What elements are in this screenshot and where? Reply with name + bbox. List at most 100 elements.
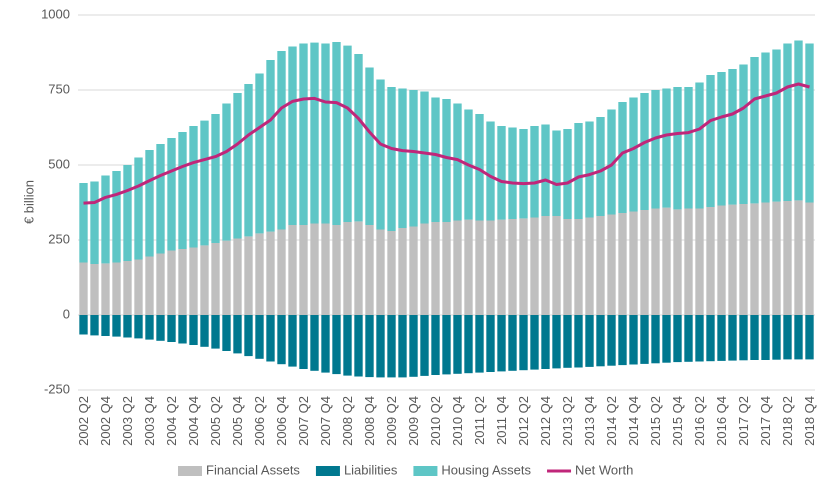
x-tick-label: 2012 Q2 [516,396,531,446]
x-tick-label: 2003 Q2 [120,396,135,446]
bar [772,315,781,360]
x-tick-label: 2012 Q4 [538,396,553,446]
bar [332,225,341,315]
bar [497,219,506,315]
bar [354,315,363,377]
bar [563,315,572,368]
y-tick-label: 750 [48,81,70,96]
bar [794,200,803,315]
bar [178,132,187,249]
bar [178,249,187,315]
legend-swatch [413,466,438,476]
x-tick-label: 2014 Q4 [626,396,641,446]
x-tick-label: 2011 Q4 [494,396,509,445]
x-tick-label: 2009 Q4 [406,396,421,446]
bar [332,315,341,375]
bar [618,213,627,315]
bar [310,315,319,371]
bar [629,315,638,365]
bar [409,315,418,377]
bar [618,315,627,366]
bar [662,207,671,315]
bar [277,315,286,365]
bar [266,315,275,362]
bar [651,90,660,209]
bar [398,228,407,315]
bar [695,82,704,209]
bar [519,129,528,219]
bar [662,315,671,363]
legend-label: Net Worth [575,462,633,477]
bar [453,220,462,315]
bar [200,245,209,315]
bar [299,315,308,369]
bar [673,315,682,363]
x-tick-label: 2018 Q2 [780,396,795,446]
bar [783,43,792,201]
bar [211,315,220,349]
bar [244,84,253,237]
bar [200,120,209,246]
bar [706,75,715,207]
bar [805,202,814,315]
bar [211,114,220,243]
bar [299,225,308,315]
legend-label: Housing Assets [441,462,531,477]
bar [761,202,770,315]
bar [200,315,209,347]
line [83,82,810,205]
bar [772,201,781,315]
bar [156,315,165,341]
legend-label: Liabilities [344,462,398,477]
bar [90,264,99,315]
bar [365,315,374,378]
bar [717,72,726,206]
bar [728,69,737,205]
bar [255,73,264,234]
bar [211,243,220,315]
bar [145,256,154,315]
bar [288,315,297,367]
bar [497,126,506,220]
bar [321,315,330,373]
bar [244,236,253,315]
bar [684,208,693,315]
bar [750,315,759,360]
bar [112,171,121,263]
bar [376,229,385,315]
bar [222,240,231,315]
bar [453,103,462,221]
bar [354,221,363,315]
bar [79,315,88,335]
x-tick-label: 2009 Q2 [384,396,399,446]
bar [629,211,638,315]
bar [453,315,462,374]
bar [299,43,308,225]
bar [365,225,374,315]
x-tick-label: 2016 Q4 [714,396,729,446]
y-tick-label: -250 [44,381,70,396]
x-tick-label: 2013 Q4 [582,396,597,446]
bar [585,121,594,218]
x-tick-label: 2007 Q2 [296,396,311,446]
bar [475,220,484,315]
y-tick-label: 1000 [41,6,70,21]
bar [585,315,594,367]
bar [156,253,165,315]
x-tick-label: 2006 Q2 [252,396,267,446]
bar [167,250,176,315]
bar [365,67,374,225]
bar [574,219,583,315]
bar [167,315,176,342]
bar [420,91,429,224]
bar [90,181,99,264]
x-tick-label: 2016 Q2 [692,396,707,446]
bar [343,315,352,376]
bar [772,49,781,202]
bar [112,315,121,337]
x-tick-label: 2013 Q2 [560,396,575,446]
bar [728,204,737,315]
y-tick-label: 500 [48,156,70,171]
